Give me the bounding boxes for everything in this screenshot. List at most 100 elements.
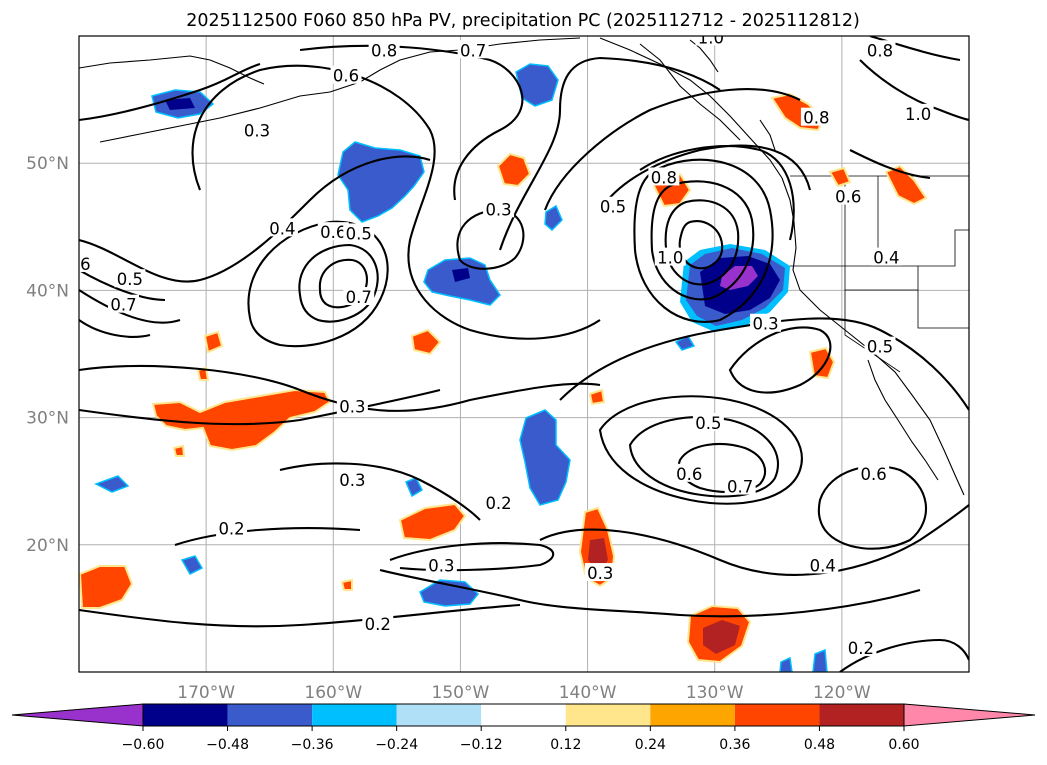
colorbar-tick-label: 0.24 (635, 737, 666, 753)
precip-blob (398, 502, 467, 542)
contour-label-bg (695, 36, 727, 46)
contour-label-bg (800, 107, 832, 126)
map-area: 0.3 0.8 0.6 0.7 0.4 0.6 0.5 0.7 0.3 0.5 1.0 0.8 1.0 0… (79, 29, 969, 672)
contour-label: 1.0 (657, 249, 683, 268)
contour-label-bg (343, 223, 375, 242)
colorbar-segment (734, 704, 820, 726)
y-tick-label: 50°N (26, 154, 69, 174)
contour-label: 0.8 (803, 109, 829, 128)
precip-blob (180, 555, 204, 575)
precip-blob (828, 166, 852, 188)
x-tick-label: 160°W (304, 683, 362, 703)
precip-blob (423, 257, 501, 306)
colorbar-tick-label: 0.48 (804, 737, 835, 753)
contour-label: 0.3 (339, 397, 365, 416)
contour-label-bg (114, 269, 146, 288)
colorbar-tick-label: 0.36 (719, 737, 750, 753)
precip-blob (884, 164, 928, 206)
contour-label-bg (902, 103, 934, 122)
contour-label: 0.7 (727, 478, 753, 497)
precip-blob (496, 152, 532, 188)
precip-blob-negative-core (680, 244, 790, 332)
precip-blob (151, 388, 332, 452)
contour-label-bg (724, 476, 756, 495)
contour-label: 0.4 (873, 249, 899, 268)
colorbar-tick-label: −0.48 (206, 737, 249, 753)
contour-label-bg (584, 563, 616, 582)
contour-label: 0.6 (320, 223, 346, 242)
y-tick-label: 40°N (26, 281, 69, 301)
precip-blob (588, 388, 606, 406)
precip-blob (410, 328, 442, 356)
contour-label-bg (832, 186, 864, 205)
contour-label-bg (870, 247, 902, 266)
contour-label-bg (648, 167, 680, 186)
colorbar-tick-label: 0.60 (888, 737, 919, 753)
gridlines (79, 36, 969, 672)
colorbar-segment (481, 704, 566, 726)
contour-label: 0.8 (371, 41, 397, 60)
contour-label-bg (216, 518, 248, 537)
x-axis-ticks: 170°W 160°W 150°W 140°W 130°W 120°W (177, 683, 871, 703)
chart-title: 2025112500 F060 850 hPa PV, precipitatio… (186, 11, 860, 31)
precip-blob (779, 656, 793, 672)
precip-blob (172, 444, 186, 457)
contour-label: 0.3 (485, 200, 511, 219)
colorbar: −0.60 −0.48 −0.36 −0.24 −0.12 0.12 0.24 0.36 0.4… (11, 703, 1036, 753)
contour-label: 0.5 (600, 198, 626, 217)
contour-label: 0.4 (810, 556, 836, 575)
contour-label: 1.0 (905, 105, 931, 124)
colorbar-segment (312, 704, 397, 726)
contour-label: 0.7 (346, 288, 372, 307)
colorbar-segment (396, 704, 482, 726)
contour-label: 0.2 (218, 520, 244, 539)
contour-label-bg (343, 287, 375, 306)
x-tick-label: 150°W (432, 683, 490, 703)
contour-label-bg (692, 412, 724, 431)
contour-label-bg (336, 470, 368, 489)
contour-label: 0.5 (117, 270, 143, 289)
contour-label-bg (362, 613, 394, 632)
contour-label-bg (317, 222, 349, 241)
coastlines (79, 37, 965, 496)
contour-label: 0.3 (244, 121, 270, 140)
contour-label: 0.3 (752, 315, 778, 334)
contour-label-bg (750, 313, 782, 332)
contour-label: 0.8 (651, 168, 677, 187)
colorbar-segment (650, 704, 735, 726)
colorbar-segment (227, 704, 313, 726)
contour-label-bg (483, 493, 515, 512)
precip-blob (94, 475, 130, 493)
contour-label: 0.6 (861, 465, 887, 484)
precip-blob (703, 620, 740, 654)
contour-label-bg (330, 65, 362, 84)
contour-label: 0.8 (867, 41, 893, 60)
contour-label: 1.0 (698, 29, 724, 48)
contour-label: 0.5 (867, 338, 893, 357)
contour-label: 0.6 (835, 188, 861, 207)
precip-blob (165, 98, 195, 110)
precip-blob (340, 578, 353, 591)
colorbar-extend-low (11, 703, 144, 727)
precip-blob (337, 141, 425, 223)
precip-blob (405, 477, 423, 498)
contour-label-bg (457, 40, 489, 59)
plot-frame (78, 35, 970, 673)
contour-label: 0.3 (428, 556, 454, 575)
contour-label-bg (864, 40, 896, 59)
contour-label: 0.7 (460, 41, 486, 60)
x-tick-label: 140°W (559, 683, 617, 703)
x-tick-label: 130°W (686, 683, 744, 703)
contour-label: 0.2 (848, 639, 874, 658)
contour-label: 0.7 (110, 296, 136, 315)
contour-labels: 0.3 0.8 0.6 0.7 0.4 0.6 0.5 0.7 0.3 0.5 1.0 0.8 1.0 0… (79, 29, 934, 658)
colorbar-segment (143, 704, 228, 726)
contour-label-bg (483, 199, 515, 218)
colorbar-tick-label: −0.60 (122, 737, 165, 753)
contour-label-bg (108, 294, 139, 313)
contour-label: 0.4 (269, 219, 295, 238)
colorbar-frame (142, 703, 905, 727)
colorbar-tick-label: 0.12 (550, 737, 581, 753)
contour-label-bg (425, 555, 457, 574)
